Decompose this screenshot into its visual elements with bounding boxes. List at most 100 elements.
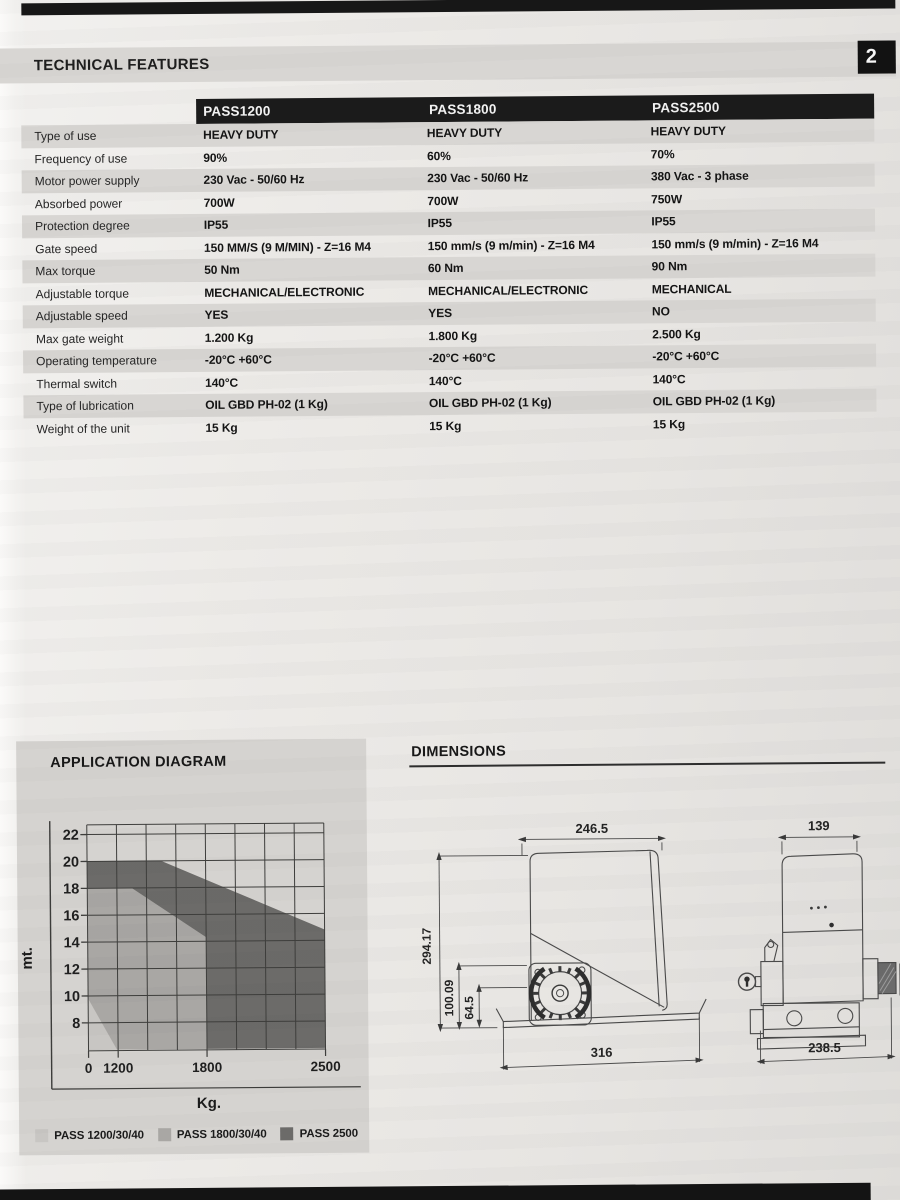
cell-value: 1.800 Kg bbox=[428, 328, 478, 343]
cell-value: -20°C +60°C bbox=[428, 350, 496, 366]
row-label: Protection degree bbox=[34, 218, 130, 234]
dim-label-base-width: 316 bbox=[591, 1045, 613, 1060]
cell-value: 140°C bbox=[652, 371, 686, 387]
row-label: Max gate weight bbox=[35, 331, 124, 346]
x-axis-label: Kg. bbox=[197, 1095, 221, 1112]
cell-value: 150 mm/s (9 m/min) - Z=16 M4 bbox=[427, 237, 595, 253]
y-tick-label: 12 bbox=[64, 962, 80, 978]
y-tick-label: 8 bbox=[72, 1016, 80, 1032]
cell-value: 150 mm/s (9 m/min) - Z=16 M4 bbox=[651, 235, 819, 252]
y-tick-label: 14 bbox=[63, 935, 79, 951]
column-header-pass2500: PASS2500 bbox=[652, 99, 720, 116]
cell-value: 2.500 Kg bbox=[652, 326, 701, 342]
cell-value: IP55 bbox=[651, 214, 676, 229]
row-label: Adjustable torque bbox=[35, 286, 130, 301]
release-key-icon bbox=[737, 972, 757, 991]
cell-value: 380 Vac - 3 phase bbox=[650, 168, 749, 184]
cell-value: 700W bbox=[427, 193, 459, 208]
gear-tooth bbox=[534, 999, 542, 1006]
cell-value: MECHANICAL bbox=[651, 281, 732, 297]
y-tick-label: 22 bbox=[63, 828, 79, 844]
chart-grid bbox=[86, 822, 327, 1052]
gear-tooth bbox=[578, 999, 586, 1005]
gear-tooth bbox=[573, 972, 581, 980]
cell-value: NO bbox=[651, 304, 670, 319]
dimension-drawings: 246.5 294.17 100.09 64.5 316 bbox=[420, 818, 900, 1071]
cell-value: YES bbox=[204, 307, 229, 323]
cell-value: IP55 bbox=[427, 216, 452, 231]
cell-value: 90% bbox=[203, 150, 228, 165]
dim-label-pinion-height: 100.09 bbox=[442, 979, 456, 1016]
x-axis-rule bbox=[51, 1086, 361, 1090]
x-tick-label: 1200 bbox=[103, 1061, 133, 1076]
cell-value: 15 Kg bbox=[205, 420, 238, 435]
release-lever-pivot bbox=[767, 940, 775, 949]
cell-value: 140°C bbox=[205, 375, 239, 390]
gear-tooth bbox=[534, 981, 542, 987]
cell-value: 750W bbox=[651, 191, 683, 207]
pinion-gear-icon bbox=[528, 961, 592, 1025]
gear-tooth bbox=[573, 1006, 581, 1014]
cell-value: MECHANICAL/ELECTRONIC bbox=[204, 284, 365, 300]
base-foot-plate bbox=[756, 1034, 867, 1050]
gear-housing-arcs bbox=[528, 961, 592, 1025]
legend-item: PASS 1800/30/40 bbox=[157, 1127, 267, 1142]
column-header-pass1200: PASS1200 bbox=[203, 103, 271, 119]
column-header-pass1800: PASS1800 bbox=[429, 101, 497, 118]
legend-swatch bbox=[35, 1129, 49, 1143]
page-number-badge: 2 bbox=[857, 40, 896, 74]
legend-swatch bbox=[280, 1127, 294, 1141]
y-tick-label: 20 bbox=[63, 855, 79, 871]
vent-dot bbox=[824, 905, 827, 909]
release-lever bbox=[764, 938, 779, 962]
page-title: TECHNICAL FEATURES bbox=[33, 55, 210, 75]
side-view-drawing bbox=[436, 835, 707, 1071]
vent-dot bbox=[817, 906, 820, 910]
x-tick-label: 0 bbox=[85, 1061, 93, 1076]
dim-label-front-base-width: 238.5 bbox=[808, 1040, 841, 1055]
row-label: Type of lubrication bbox=[36, 398, 134, 414]
row-label: Absorbed power bbox=[34, 196, 123, 211]
dimensions-title: DIMENSIONS bbox=[411, 743, 507, 761]
spec-table: Type of use HEAVY DUTY HEAVY DUTY HEAVY DUT… bbox=[21, 118, 877, 441]
top-black-bar bbox=[21, 0, 896, 16]
cell-value: HEAVY DUTY bbox=[426, 125, 503, 141]
x-tick-label: 2500 bbox=[311, 1059, 341, 1074]
dim-label-lower-height: 64.5 bbox=[462, 996, 476, 1020]
cell-value: -20°C +60°C bbox=[652, 349, 720, 364]
cell-value: 230 Vac - 50/60 Hz bbox=[203, 172, 305, 188]
cell-value: 1.200 Kg bbox=[204, 330, 254, 345]
legend-item: PASS 2500 bbox=[280, 1127, 359, 1141]
key-stem bbox=[754, 976, 762, 988]
legend-label: PASS 2500 bbox=[299, 1127, 359, 1140]
gear-tooth bbox=[539, 973, 547, 980]
cell-value: IP55 bbox=[203, 217, 229, 233]
cell-value: OIL GBD PH-02 (1 Kg) bbox=[205, 397, 328, 413]
cell-value: 50 Nm bbox=[204, 262, 240, 278]
y-tick-label: 18 bbox=[63, 881, 79, 897]
bottom-black-bar bbox=[0, 1182, 871, 1200]
chart-legend: PASS 1200/30/40 PASS 1800/30/40 PASS 2500 bbox=[35, 1127, 358, 1143]
cover-inner-edge bbox=[649, 851, 660, 1007]
cell-value: 150 MM/S (9 M/MIN) - Z=16 M4 bbox=[203, 239, 371, 255]
y-tick-label: 16 bbox=[63, 908, 79, 924]
cell-value: 60% bbox=[426, 148, 451, 163]
dim-label-total-height: 294.17 bbox=[420, 927, 434, 964]
gear-shaft-hole bbox=[551, 984, 569, 1002]
row-label: Operating temperature bbox=[36, 353, 157, 369]
base-hole bbox=[786, 1010, 803, 1027]
gear-tooth bbox=[578, 981, 586, 987]
base-plate-lower bbox=[502, 1013, 700, 1029]
cover-seam-diagonal bbox=[530, 932, 665, 1008]
front-view-drawing bbox=[737, 834, 900, 1065]
y-axis-line bbox=[49, 821, 53, 1090]
vent-dot bbox=[810, 906, 813, 910]
cell-value: 230 Vac - 50/60 Hz bbox=[427, 170, 529, 186]
base-plate bbox=[495, 998, 707, 1023]
base-side-block bbox=[749, 1008, 764, 1035]
legend-swatch bbox=[157, 1128, 171, 1142]
row-label: Weight of the unit bbox=[36, 421, 130, 436]
cell-value: 140°C bbox=[428, 373, 462, 388]
gear-tooth bbox=[548, 967, 554, 975]
